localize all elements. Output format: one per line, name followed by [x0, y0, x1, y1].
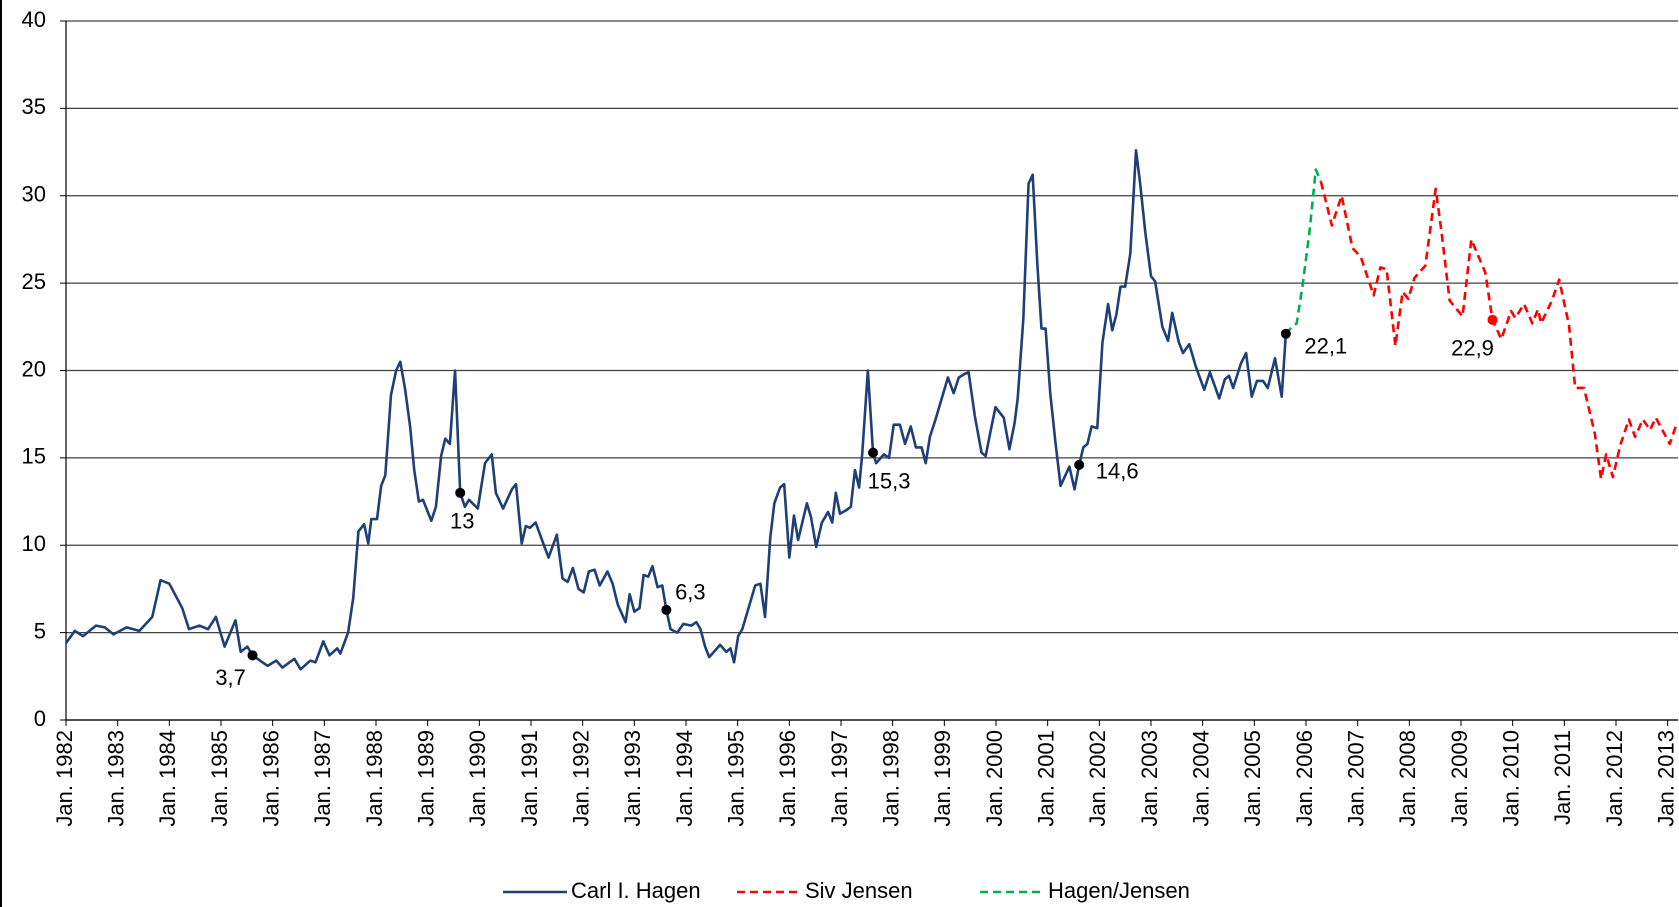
- x-tick-label: Jan. 1998: [878, 730, 903, 827]
- x-tick-label: Jan. 1996: [775, 730, 800, 827]
- series-line: [1319, 181, 1679, 481]
- y-tick-label: 40: [22, 7, 46, 32]
- x-tick-label: Jan. 2004: [1188, 730, 1213, 827]
- x-tick-label: Jan. 2013: [1653, 730, 1678, 827]
- annotation-point: [247, 650, 258, 661]
- x-tick-label: Jan. 1991: [517, 730, 542, 827]
- x-tick-label: Jan. 2002: [1085, 730, 1110, 827]
- y-tick-label: 20: [22, 356, 46, 381]
- x-tick-label: Jan. 1994: [672, 730, 697, 827]
- series-line: [1284, 168, 1323, 335]
- x-tick-label: Jan. 2009: [1447, 730, 1472, 827]
- x-tick-label: Jan. 1986: [258, 730, 283, 827]
- x-tick-label: Jan. 1997: [827, 730, 852, 827]
- annotation-point: [1487, 314, 1498, 325]
- annotation-point: [1074, 459, 1085, 470]
- x-tick-label: Jan. 2006: [1292, 730, 1317, 827]
- legend-label: Siv Jensen: [805, 878, 913, 903]
- x-tick-label: Jan. 1982: [52, 730, 77, 827]
- y-tick-label: 25: [22, 269, 46, 294]
- x-tick-label: Jan. 2011: [1550, 730, 1575, 825]
- annotation-point: [661, 604, 672, 615]
- y-tick-label: 10: [22, 531, 46, 556]
- x-tick-label: Jan. 1993: [620, 730, 645, 827]
- x-tick-label: Jan. 1989: [413, 730, 438, 827]
- x-tick-label: Jan. 1990: [465, 730, 490, 827]
- x-tick-label: Jan. 1985: [207, 730, 232, 827]
- y-tick-label: 15: [22, 444, 46, 469]
- x-tick-label: Jan. 2001: [1033, 730, 1058, 827]
- y-tick-label: 0: [34, 706, 46, 731]
- x-tick-label: Jan. 2010: [1498, 730, 1523, 827]
- x-tick-label: Jan. 1987: [310, 730, 335, 827]
- legend-label: Hagen/Jensen: [1048, 878, 1190, 903]
- x-tick-label: Jan. 2007: [1343, 730, 1368, 827]
- annotation-label: 22,9: [1451, 336, 1494, 361]
- x-tick-label: Jan. 1984: [155, 730, 180, 827]
- annotation-point: [868, 447, 879, 458]
- x-tick-label: Jan. 1995: [723, 730, 748, 827]
- annotation-point: [455, 487, 466, 498]
- x-tick-label: Jan. 1992: [568, 730, 593, 827]
- x-tick-label: Jan. 1999: [930, 730, 955, 827]
- x-tick-label: Jan. 1983: [103, 730, 128, 827]
- x-tick-label: Jan. 2000: [982, 730, 1007, 827]
- series-line: [64, 149, 1288, 671]
- x-tick-label: Jan. 2008: [1395, 730, 1420, 827]
- annotation-point: [1280, 328, 1291, 339]
- legend-label: Carl I. Hagen: [571, 878, 701, 903]
- annotation-label: 15,3: [868, 468, 911, 493]
- x-tick-label: Jan. 2012: [1602, 730, 1627, 827]
- annotation-label: 6,3: [675, 580, 706, 605]
- annotation-label: 22,1: [1304, 334, 1347, 359]
- x-tick-label: Jan. 2003: [1137, 730, 1162, 827]
- annotation-label: 3,7: [215, 665, 246, 690]
- y-tick-label: 5: [34, 618, 46, 643]
- annotation-label: 13: [450, 509, 474, 534]
- annotation-label: 14,6: [1096, 459, 1139, 484]
- y-tick-label: 35: [22, 94, 46, 119]
- x-tick-label: Jan. 1988: [362, 730, 387, 827]
- y-tick-label: 30: [22, 182, 46, 207]
- x-tick-label: Jan. 2005: [1240, 730, 1265, 827]
